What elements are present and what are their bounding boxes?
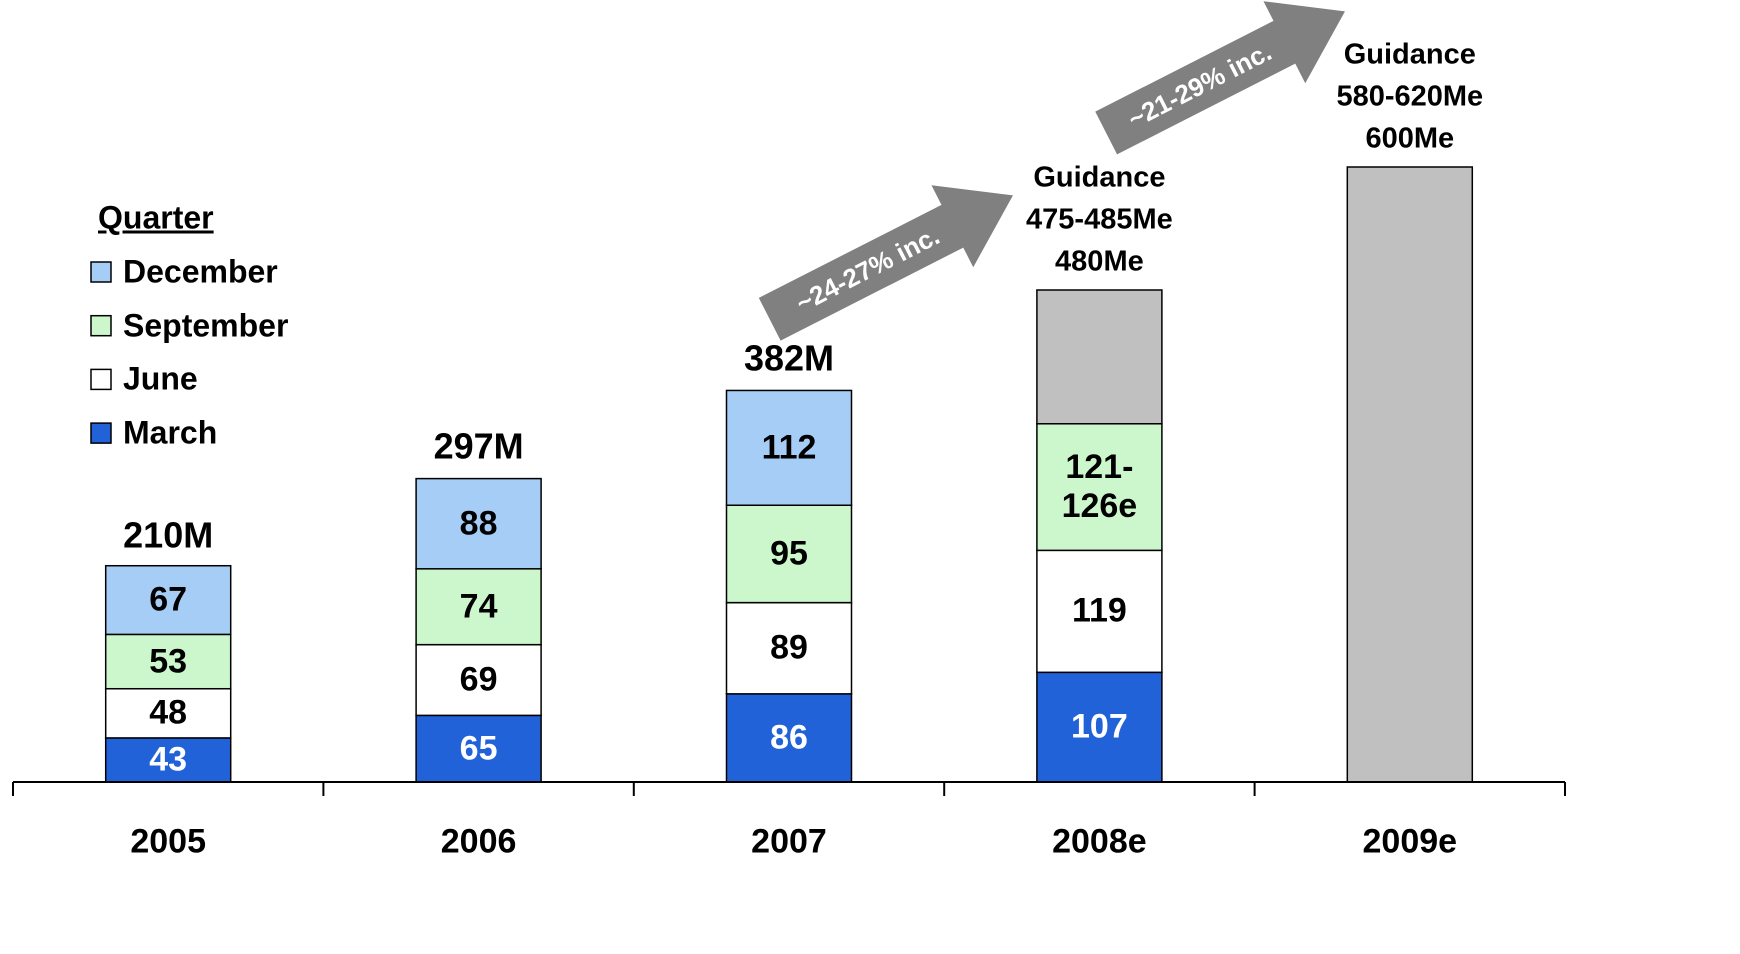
arrow-shape [1095,1,1345,155]
x-tick-label: 2008e [1052,822,1147,861]
guidance-label: 475-485Me [1026,203,1173,236]
bar-segment [104,633,232,690]
data-label: 88 [459,504,498,543]
data-label: 119 [1071,591,1127,630]
total-label: 382M [743,337,835,379]
bar-segment [415,714,542,783]
guidance-label: 480Me [1055,245,1144,278]
bar-segment [1036,549,1163,674]
bar-segment [725,389,853,507]
growth-arrow: ~24-27% inc. [758,185,1013,341]
data-label: 107 [1071,707,1128,746]
guidance-label: Guidance [1343,38,1476,71]
growth-arrow: ~21-29% inc. [1095,1,1345,155]
data-label: 112 [761,428,817,467]
arrow-shape [758,185,1013,341]
legend-label: June [123,360,198,397]
legend-title: Quarter [98,199,214,236]
arrow-label: ~21-29% inc. [1123,36,1276,134]
bar-segment [1346,166,1474,783]
legend-swatch [90,368,112,391]
total-label: 297M [433,424,524,466]
x-tick-label: 2006 [440,822,517,861]
data-label: 74 [459,587,498,626]
bar-segment [415,568,542,646]
guidance-label: 600Me [1365,122,1455,155]
data-label: 53 [149,642,188,681]
bar-segment [1036,671,1163,783]
data-label: 95 [770,534,808,573]
total-label: 210M [123,514,214,556]
data-label: 86 [770,718,808,757]
bar-segment [1036,289,1163,425]
arrow-label: ~24-27% inc. [791,220,944,318]
x-tick-label: 2007 [751,822,827,861]
bar-segment [1036,423,1163,552]
legend-swatch [90,422,112,444]
legend-label: December [123,253,278,290]
data-label: 48 [149,693,188,732]
guidance-label: 580-620Me [1336,80,1484,113]
bar-segment [104,564,232,636]
legend-label: September [123,307,289,344]
data-label: 69 [459,660,498,699]
bar-segment [725,504,853,604]
data-label: 67 [149,580,188,619]
guidance-label: Guidance [1033,161,1166,194]
x-tick-label: 2005 [130,822,207,861]
data-label: 89 [770,628,808,667]
data-label: 65 [459,729,498,768]
legend-label: March [123,414,218,451]
data-label: 121-126e [1061,447,1138,526]
legend-swatch [90,314,112,337]
bar-segment [415,643,542,717]
data-label: 43 [149,740,188,779]
legend-swatch [90,261,112,283]
bar-segment [415,477,542,570]
x-tick-label: 2009e [1362,822,1458,861]
bar-segment [104,737,232,783]
